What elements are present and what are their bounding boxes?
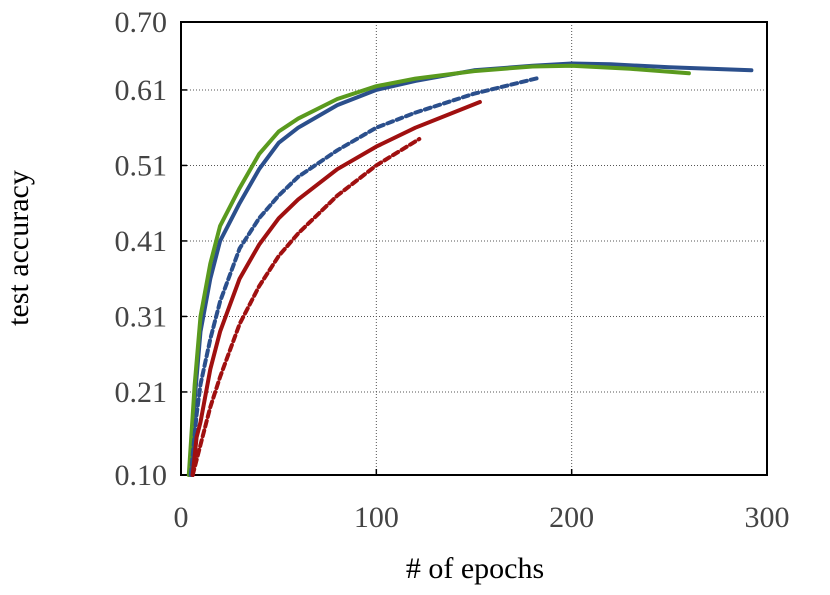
y-tick-label: 0.10	[115, 459, 168, 492]
y-tick-label: 0.31	[115, 300, 168, 333]
x-tick-label: 0	[174, 501, 189, 534]
y-tick-label: 0.51	[115, 149, 168, 182]
x-axis-label: # of epochs	[406, 552, 544, 585]
series-line	[190, 137, 422, 477]
series-line	[188, 75, 541, 477]
plot-frame	[180, 21, 768, 476]
x-tick-label: 200	[549, 501, 594, 534]
y-tick-label: 0.70	[115, 6, 168, 39]
y-axis-label: test accuracy	[2, 170, 35, 326]
y-tick-label: 0.41	[115, 225, 168, 258]
series-line	[186, 63, 691, 477]
y-tick-label: 0.61	[115, 74, 168, 107]
series-line	[190, 100, 482, 477]
y-tick-label: 0.21	[115, 376, 168, 409]
x-tick-label: 300	[745, 501, 790, 534]
x-tick-label: 100	[354, 501, 399, 534]
series-line	[188, 61, 754, 477]
